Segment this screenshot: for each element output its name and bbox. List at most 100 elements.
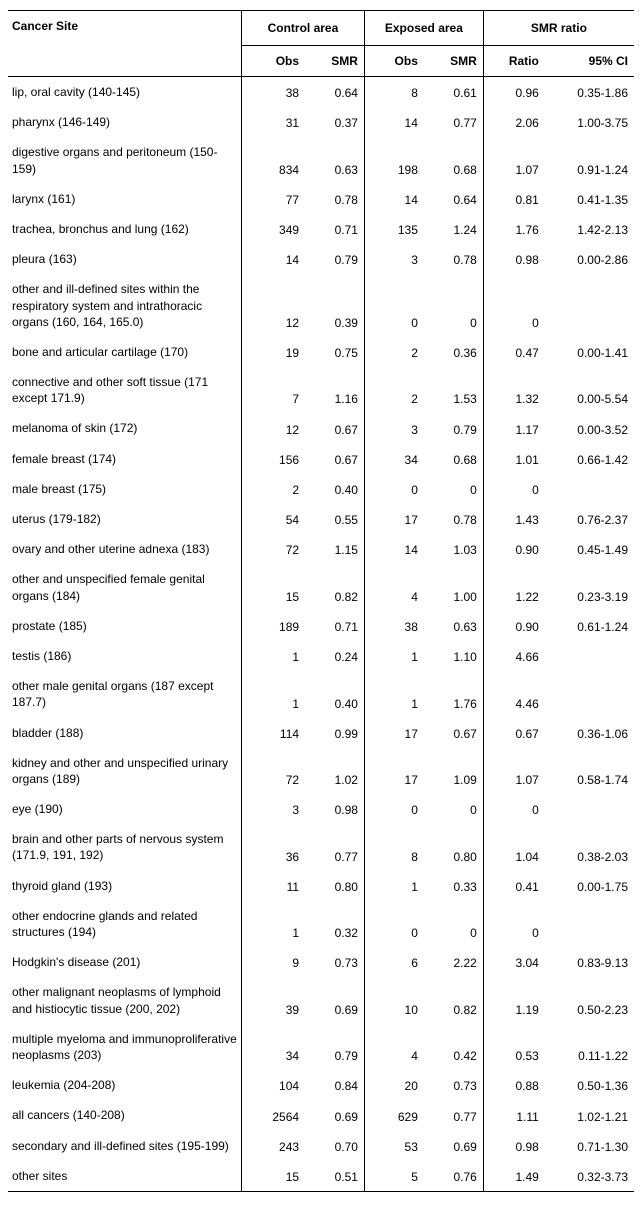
cell-cancer-site: digestive organs and peritoneum (150-159… xyxy=(8,137,241,183)
cell-control-obs: 104 xyxy=(241,1070,305,1100)
cell-exposed-smr: 0.67 xyxy=(424,718,483,748)
cell-control-smr: 0.70 xyxy=(305,1131,364,1161)
subheader-ratio: Ratio xyxy=(483,46,545,77)
cell-exposed-smr: 0.82 xyxy=(424,977,483,1023)
cell-control-smr: 0.75 xyxy=(305,337,364,367)
cell-ratio: 0.90 xyxy=(483,534,545,564)
cell-cancer-site: Hodgkin's disease (201) xyxy=(8,947,241,977)
cell-control-obs: 72 xyxy=(241,748,305,794)
cell-control-smr: 1.02 xyxy=(305,748,364,794)
table-row: other and unspecified female genital org… xyxy=(8,564,634,610)
cell-exposed-smr: 0.68 xyxy=(424,137,483,183)
cell-control-obs: 38 xyxy=(241,77,305,108)
cell-ratio: 0.53 xyxy=(483,1024,545,1070)
cell-control-obs: 12 xyxy=(241,413,305,443)
header-exposed-area: Exposed area xyxy=(364,11,483,46)
cell-control-smr: 0.82 xyxy=(305,564,364,610)
cell-ci xyxy=(545,274,634,337)
cell-exposed-smr: 1.00 xyxy=(424,564,483,610)
cell-exposed-obs: 38 xyxy=(364,611,423,641)
cell-exposed-obs: 0 xyxy=(364,901,423,947)
cell-exposed-smr: 1.03 xyxy=(424,534,483,564)
table-row: Hodgkin's disease (201)90.7362.223.040.8… xyxy=(8,947,634,977)
cell-exposed-smr: 0.78 xyxy=(424,244,483,274)
cell-control-smr: 0.39 xyxy=(305,274,364,337)
cell-exposed-smr: 0.42 xyxy=(424,1024,483,1070)
cell-ratio: 1.43 xyxy=(483,504,545,534)
cell-ci: 0.11-1.22 xyxy=(545,1024,634,1070)
table-row: other and ill-defined sites within the r… xyxy=(8,274,634,337)
cell-control-smr: 0.98 xyxy=(305,794,364,824)
cell-cancer-site: secondary and ill-defined sites (195-199… xyxy=(8,1131,241,1161)
cell-control-obs: 834 xyxy=(241,137,305,183)
cell-ci: 0.00-2.86 xyxy=(545,244,634,274)
table-row: brain and other parts of nervous system … xyxy=(8,824,634,870)
cell-cancer-site: larynx (161) xyxy=(8,184,241,214)
cell-control-smr: 0.40 xyxy=(305,671,364,717)
cell-control-obs: 19 xyxy=(241,337,305,367)
cell-control-smr: 0.40 xyxy=(305,474,364,504)
table-row: prostate (185)1890.71380.630.900.61-1.24 xyxy=(8,611,634,641)
cell-ci: 0.50-1.36 xyxy=(545,1070,634,1100)
cell-control-obs: 11 xyxy=(241,871,305,901)
table-row: all cancers (140-208)25640.696290.771.11… xyxy=(8,1100,634,1130)
cell-ratio: 2.06 xyxy=(483,107,545,137)
cell-control-obs: 1 xyxy=(241,671,305,717)
cell-ci: 0.36-1.06 xyxy=(545,718,634,748)
cell-control-obs: 243 xyxy=(241,1131,305,1161)
cell-ci xyxy=(545,474,634,504)
cell-cancer-site: uterus (179-182) xyxy=(8,504,241,534)
cell-exposed-smr: 0.33 xyxy=(424,871,483,901)
table-row: larynx (161)770.78140.640.810.41-1.35 xyxy=(8,184,634,214)
cell-control-obs: 36 xyxy=(241,824,305,870)
table-row: male breast (175)20.40000 xyxy=(8,474,634,504)
cell-control-smr: 1.16 xyxy=(305,367,364,413)
cell-ratio: 0.47 xyxy=(483,337,545,367)
cell-ci: 0.35-1.86 xyxy=(545,77,634,108)
cell-exposed-smr: 1.10 xyxy=(424,641,483,671)
cell-cancer-site: thyroid gland (193) xyxy=(8,871,241,901)
cell-exposed-obs: 17 xyxy=(364,748,423,794)
cell-cancer-site: trachea, bronchus and lung (162) xyxy=(8,214,241,244)
table-row: ovary and other uterine adnexa (183)721.… xyxy=(8,534,634,564)
cell-cancer-site: male breast (175) xyxy=(8,474,241,504)
cell-ratio: 1.17 xyxy=(483,413,545,443)
cell-ci: 1.02-1.21 xyxy=(545,1100,634,1130)
cell-control-smr: 0.99 xyxy=(305,718,364,748)
table-row: kidney and other and unspecified urinary… xyxy=(8,748,634,794)
cell-control-smr: 0.24 xyxy=(305,641,364,671)
cell-ci: 0.32-3.73 xyxy=(545,1161,634,1192)
cell-control-smr: 0.79 xyxy=(305,244,364,274)
cell-exposed-obs: 53 xyxy=(364,1131,423,1161)
cell-ci: 1.00-3.75 xyxy=(545,107,634,137)
cell-control-obs: 31 xyxy=(241,107,305,137)
cell-ratio: 0.67 xyxy=(483,718,545,748)
cell-exposed-obs: 14 xyxy=(364,107,423,137)
cell-control-obs: 12 xyxy=(241,274,305,337)
cell-ci: 0.66-1.42 xyxy=(545,444,634,474)
table-row: multiple myeloma and immunoproliferative… xyxy=(8,1024,634,1070)
cell-control-obs: 15 xyxy=(241,1161,305,1192)
subheader-obs: Obs xyxy=(241,46,305,77)
cell-exposed-smr: 1.76 xyxy=(424,671,483,717)
cell-control-obs: 156 xyxy=(241,444,305,474)
cell-ci xyxy=(545,901,634,947)
table-row: bladder (188)1140.99170.670.670.36-1.06 xyxy=(8,718,634,748)
cell-ratio: 1.32 xyxy=(483,367,545,413)
cell-ratio: 0.81 xyxy=(483,184,545,214)
cell-exposed-obs: 2 xyxy=(364,337,423,367)
cell-exposed-obs: 1 xyxy=(364,871,423,901)
cell-cancer-site: other malignant neoplasms of lymphoid an… xyxy=(8,977,241,1023)
cell-ratio: 1.19 xyxy=(483,977,545,1023)
cell-exposed-obs: 198 xyxy=(364,137,423,183)
subheader-smr: SMR xyxy=(305,46,364,77)
cell-exposed-smr: 0.68 xyxy=(424,444,483,474)
header-cancer-site: Cancer Site xyxy=(8,11,241,77)
header-smr-ratio: SMR ratio xyxy=(483,11,634,46)
cell-cancer-site: bone and articular cartilage (170) xyxy=(8,337,241,367)
cell-ci: 0.76-2.37 xyxy=(545,504,634,534)
table-row: other sites150.5150.761.490.32-3.73 xyxy=(8,1161,634,1192)
cell-cancer-site: brain and other parts of nervous system … xyxy=(8,824,241,870)
cell-exposed-obs: 10 xyxy=(364,977,423,1023)
table-row: lip, oral cavity (140-145)380.6480.610.9… xyxy=(8,77,634,108)
